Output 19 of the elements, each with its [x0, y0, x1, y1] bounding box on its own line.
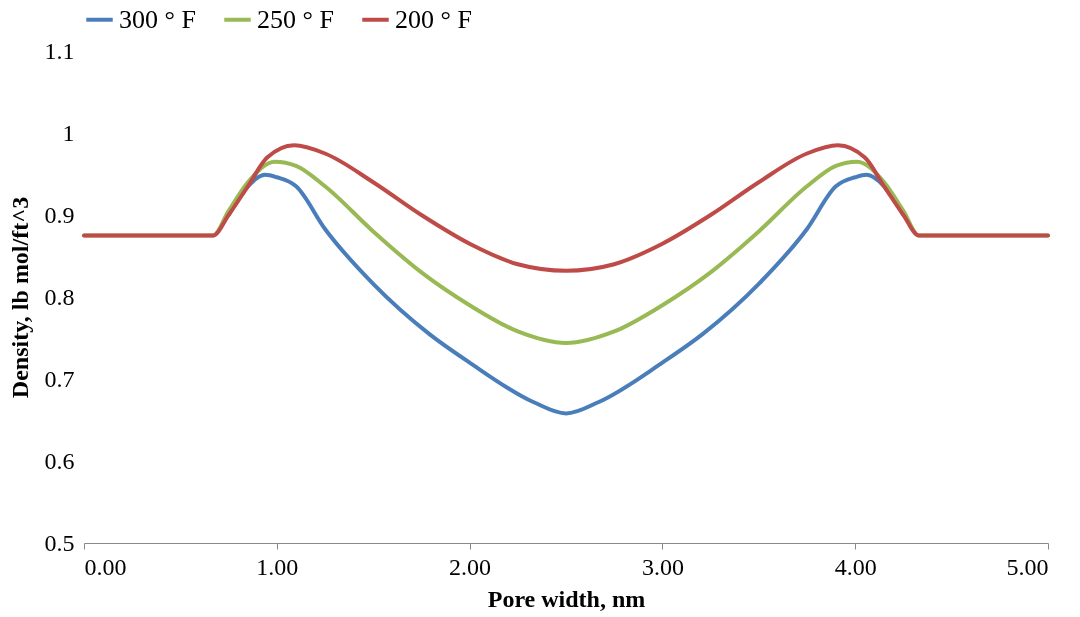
y-tick-label: 0.8 — [44, 283, 75, 310]
y-axis-title: Density, lb mol/ft^3 — [6, 196, 33, 399]
legend-label: 300 ° F — [119, 4, 196, 34]
x-tick-label: 1.00 — [256, 553, 299, 580]
x-tick-label: 3.00 — [641, 553, 684, 580]
x-tick-label: 0.00 — [84, 553, 127, 580]
y-tick-label: 1 — [62, 119, 75, 146]
legend-label: 200 ° F — [395, 4, 472, 34]
x-axis-title: Pore width, nm — [487, 585, 646, 612]
y-tick-label: 0.5 — [44, 529, 75, 556]
y-tick-label: 0.6 — [44, 447, 75, 474]
x-tick-label: 4.00 — [834, 553, 877, 580]
y-tick-label: 0.9 — [44, 201, 75, 228]
y-tick-label: 0.7 — [44, 365, 75, 392]
x-tick-label: 5.00 — [1006, 553, 1049, 580]
y-tick-label: 1.1 — [44, 37, 75, 64]
legend-label: 250 ° F — [257, 4, 334, 34]
line-series — [82, 143, 1050, 273]
x-tick-label: 2.00 — [449, 553, 492, 580]
